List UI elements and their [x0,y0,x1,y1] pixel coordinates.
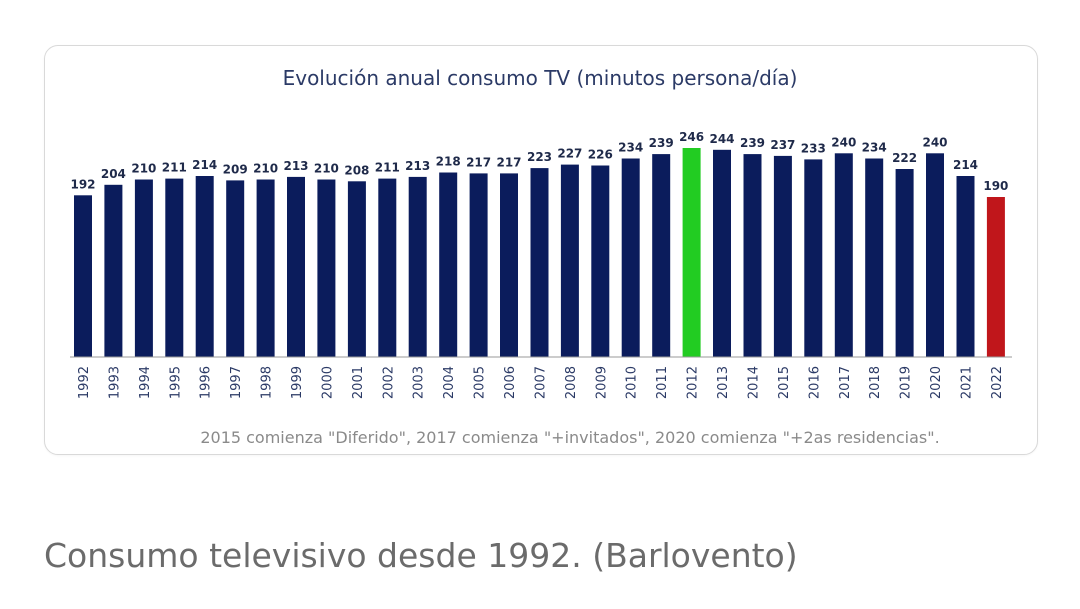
x-tick-label-2014: 2014 [747,366,762,399]
bar-2005 [469,173,488,357]
bar-value-label-2013: 244 [709,132,734,146]
bar-value-label-1994: 210 [131,162,156,176]
bar-1995 [165,178,184,357]
bar-value-label-2017: 240 [831,135,856,149]
x-tick-label-2012: 2012 [686,366,701,399]
x-tick-label-2005: 2005 [473,366,488,399]
bar-value-label-2006: 217 [496,155,521,169]
bar-value-label-1995: 211 [162,161,187,175]
bar-value-label-2011: 239 [649,136,674,150]
x-tick-label-1999: 1999 [290,366,305,399]
bar-1994 [134,179,153,357]
bar-2008 [560,164,579,357]
bar-2021 [956,176,975,357]
x-tick-label-1996: 1996 [199,366,214,399]
chart-title: Evolución anual consumo TV (minutos pers… [283,66,798,90]
bar-2000 [317,179,336,357]
x-tick-label-2000: 2000 [320,366,335,399]
x-tick-label-2021: 2021 [960,366,975,399]
x-tick-label-2006: 2006 [503,366,518,399]
bar-2004 [439,172,458,357]
bar-2015 [773,155,792,357]
bar-value-label-2020: 240 [922,135,947,149]
bar-2022 [986,197,1005,357]
bar-2019 [895,169,914,357]
bar-1993 [104,184,123,358]
bar-1992 [74,195,92,358]
x-tick-label-2011: 2011 [655,366,670,399]
x-tick-label-2013: 2013 [716,366,731,399]
bar-value-label-2012: 246 [679,130,704,144]
bar-value-label-1999: 213 [283,159,308,173]
bar-value-label-2018: 234 [862,141,887,155]
bar-1998 [256,179,275,357]
x-tick-label-1992: 1992 [77,366,92,399]
bar-2007 [530,168,549,357]
bar-value-label-2007: 223 [527,150,552,164]
x-tick-label-2019: 2019 [899,366,914,399]
bar-value-label-2015: 237 [770,138,795,152]
x-tick-label-2018: 2018 [868,366,883,399]
x-tick-label-2004: 2004 [442,366,457,399]
x-tick-label-1995: 1995 [168,366,183,399]
x-tick-label-2020: 2020 [929,366,944,399]
bar-value-label-2021: 214 [953,158,978,172]
bar-value-label-1996: 214 [192,158,217,172]
bar-value-label-2000: 210 [314,162,339,176]
bar-value-label-2010: 234 [618,141,643,155]
x-tick-label-2003: 2003 [412,366,427,399]
bar-2011 [652,154,671,357]
x-tick-label-2007: 2007 [534,366,549,399]
bar-2001 [347,181,366,358]
x-tick-label-2016: 2016 [807,366,822,399]
bar-1996 [195,176,214,357]
bar-value-label-2022: 190 [983,179,1008,193]
x-tick-label-2017: 2017 [838,366,853,399]
bar-2003 [408,176,427,357]
x-tick-label-1998: 1998 [260,366,275,399]
bar-value-label-2001: 208 [344,163,369,177]
x-tick-label-1997: 1997 [229,366,244,399]
x-tick-label-1993: 1993 [107,366,122,399]
bar-2017 [834,153,853,358]
x-tick-label-2002: 2002 [381,366,396,399]
bar-2010 [621,158,640,357]
bar-value-label-2019: 222 [892,151,917,165]
bar-2016 [804,159,823,357]
bar-1999 [287,176,305,357]
bar-2018 [865,158,884,357]
bar-value-label-2016: 233 [801,141,826,155]
x-tick-label-2008: 2008 [564,366,579,399]
bar-value-label-1998: 210 [253,162,278,176]
bar-2013 [713,149,731,358]
bar-value-label-2014: 239 [740,136,765,150]
bar-value-label-2003: 213 [405,159,430,173]
bar-2002 [378,178,397,357]
bar-2014 [743,154,762,357]
bar-value-label-2009: 226 [588,148,613,162]
bar-2012 [682,148,701,357]
x-tick-label-2010: 2010 [625,366,640,399]
chart: Evolución anual consumo TV (minutos pers… [70,66,1012,447]
bar-value-label-2005: 217 [466,155,491,169]
bar-1997 [226,180,245,357]
image-caption: Consumo televisivo desde 1992. (Barloven… [44,536,798,575]
bar-value-label-2002: 211 [375,161,400,175]
x-tick-label-2022: 2022 [990,366,1005,399]
chart-footnote: 2015 comienza "Diferido", 2017 comienza … [200,428,939,447]
bar-value-label-1993: 204 [101,167,126,181]
x-tick-label-1994: 1994 [138,366,153,399]
x-tick-label-2001: 2001 [351,366,366,399]
bar-value-label-1997: 209 [223,162,248,176]
bar-2009 [591,165,610,357]
bar-2020 [926,153,944,358]
bar-value-label-2008: 227 [557,147,582,161]
x-tick-label-2009: 2009 [594,366,609,399]
bar-value-label-1992: 192 [70,177,95,191]
bars-layer: 192 1992 204 1993 210 1994 211 1995 214 1996 209 19… [70,130,1008,399]
bar-value-label-2004: 218 [436,155,461,169]
bar-2006 [500,173,518,357]
x-tick-label-2015: 2015 [777,366,792,399]
